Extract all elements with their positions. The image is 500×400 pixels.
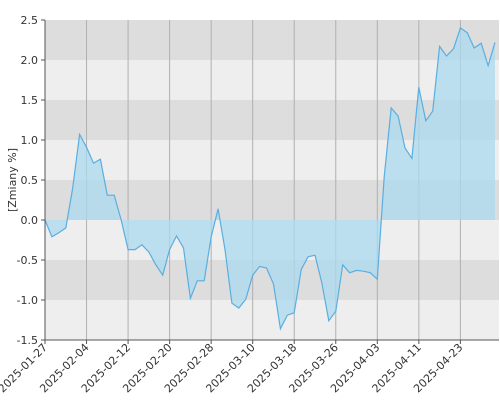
y-tick-label: 0.0	[21, 214, 39, 227]
area	[45, 28, 495, 329]
y-axis-label: [Zmiany %]	[6, 148, 19, 212]
y-tick-label: -0.5	[17, 254, 38, 267]
background-band	[45, 20, 499, 60]
background-band	[45, 60, 499, 100]
line	[44, 27, 496, 331]
y-tick-label: 2.0	[21, 54, 39, 67]
background-band	[45, 300, 499, 340]
y-tick-label: -1.5	[17, 334, 38, 347]
y-tick-label: 1.0	[21, 134, 39, 147]
y-tick-label: 1.5	[21, 94, 39, 107]
y-tick-label: -1.0	[17, 294, 38, 307]
y-tick-label: 0.5	[21, 174, 39, 187]
y-tick-label: 2.5	[21, 14, 39, 27]
